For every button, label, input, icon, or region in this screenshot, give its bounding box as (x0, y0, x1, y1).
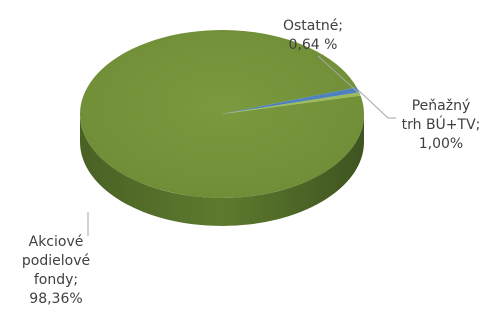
slice-ostatne (222, 92, 361, 114)
slice-penazny-trh (222, 87, 360, 114)
slice-label-ostatne: Ostatné; 0,64 % (282, 18, 344, 53)
leader-ostatne (317, 55, 361, 95)
slice-akciove-podielove-fondy (79, 29, 364, 198)
slice-label-akciove: Akciové podielové fondy; 98,36% (21, 234, 91, 307)
leader-penazny-trh (357, 89, 396, 119)
slice-label-penazny-trh: Peňažný trh BÚ+TV; 1,00% (401, 98, 481, 152)
pie-side-wall (80, 114, 364, 226)
